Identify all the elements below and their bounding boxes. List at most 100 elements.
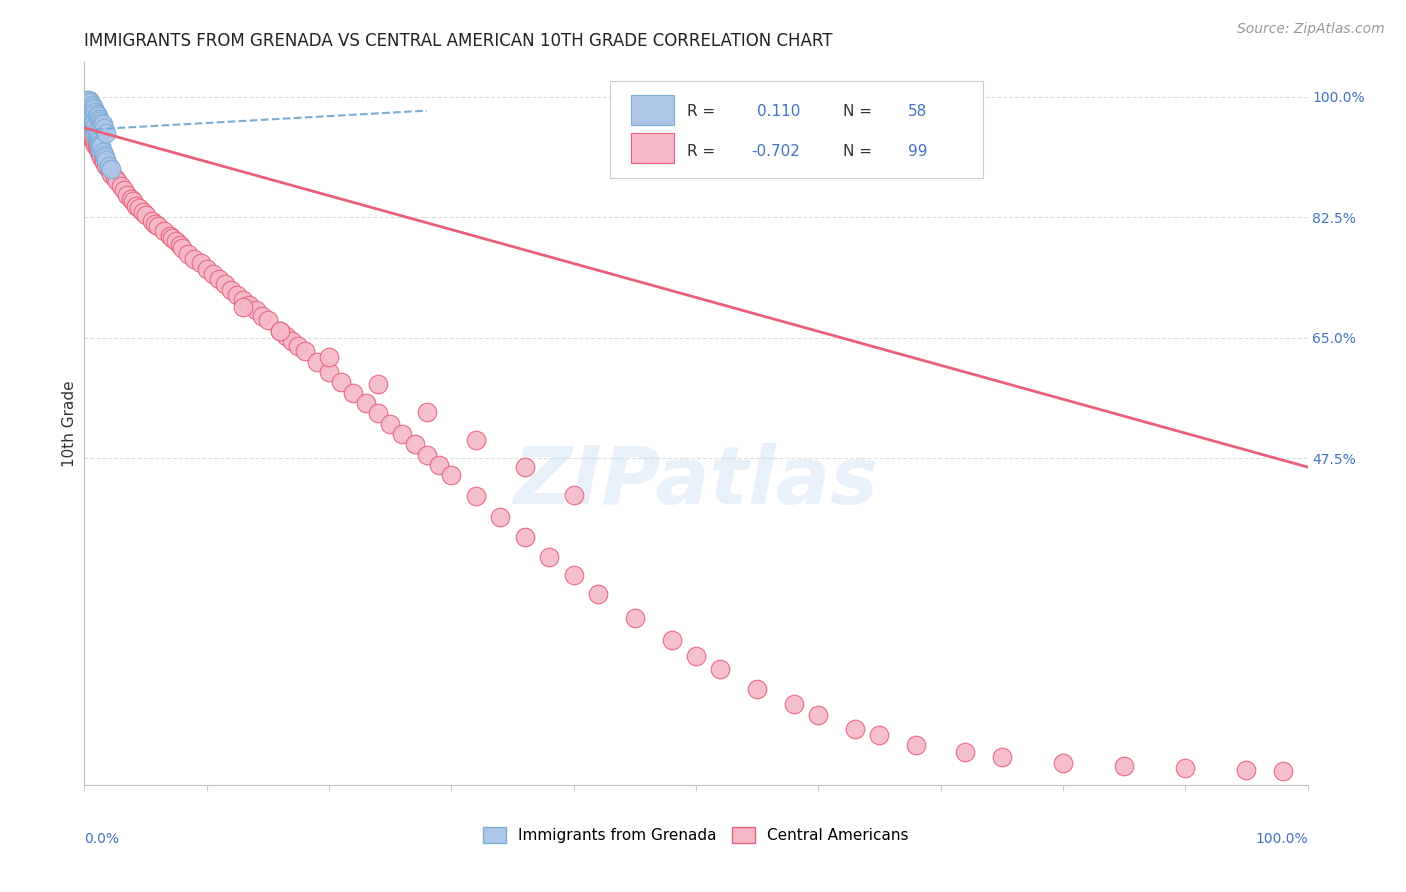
Point [257, 313, 280, 327]
Point [1174, 761, 1197, 775]
Point [172, 241, 194, 255]
Y-axis label: 10th Grade: 10th Grade [62, 380, 77, 467]
Point [281, 334, 304, 348]
Point [953, 745, 976, 759]
Point [190, 256, 212, 270]
Point [709, 662, 731, 676]
Point [342, 385, 364, 400]
Point [84, 123, 107, 137]
Point [82, 116, 104, 130]
FancyBboxPatch shape [631, 95, 673, 125]
Point [93, 147, 115, 161]
Point [77, 98, 100, 112]
Point [90, 116, 112, 130]
Point [89, 138, 111, 153]
Point [287, 339, 309, 353]
Text: 99: 99 [908, 144, 927, 159]
Point [90, 119, 112, 133]
Point [76, 93, 98, 107]
Point [90, 150, 112, 164]
Point [214, 277, 236, 291]
Point [294, 344, 316, 359]
Point [91, 153, 114, 168]
Point [83, 135, 105, 149]
Point [159, 228, 181, 243]
Point [416, 405, 439, 419]
Text: Source: ZipAtlas.com: Source: ZipAtlas.com [1237, 22, 1385, 37]
Point [538, 549, 561, 564]
Point [128, 202, 150, 216]
Point [115, 187, 138, 202]
Point [269, 324, 291, 338]
Point [269, 324, 291, 338]
Point [276, 329, 298, 343]
Point [100, 162, 122, 177]
Point [226, 288, 249, 302]
Legend: Immigrants from Grenada, Central Americans: Immigrants from Grenada, Central America… [477, 822, 915, 849]
Point [747, 681, 769, 696]
Point [82, 132, 104, 146]
Point [77, 96, 100, 111]
Point [165, 235, 187, 249]
Point [318, 350, 340, 364]
Point [84, 119, 107, 133]
Point [82, 109, 104, 123]
Point [83, 114, 105, 128]
Point [93, 155, 115, 169]
Point [464, 489, 486, 503]
Point [83, 117, 105, 131]
Point [86, 135, 108, 149]
Point [125, 198, 148, 212]
Point [685, 648, 707, 663]
Point [991, 750, 1014, 764]
Point [513, 460, 536, 475]
Point [513, 530, 536, 544]
Point [112, 183, 135, 197]
Point [146, 219, 169, 234]
Point [87, 112, 110, 126]
Point [82, 100, 104, 114]
Point [783, 697, 806, 711]
Text: IMMIGRANTS FROM GRENADA VS CENTRAL AMERICAN 10TH GRADE CORRELATION CHART: IMMIGRANTS FROM GRENADA VS CENTRAL AMERI… [84, 32, 832, 50]
Point [232, 300, 254, 314]
Text: N =: N = [842, 144, 876, 159]
Point [80, 114, 103, 128]
Point [93, 120, 115, 135]
Point [82, 112, 104, 126]
Point [391, 427, 413, 442]
Point [77, 102, 100, 116]
Point [183, 252, 205, 266]
Point [624, 611, 647, 625]
Text: 100.0%: 100.0% [1256, 832, 1308, 846]
Point [86, 139, 108, 153]
Point [84, 105, 107, 120]
Point [489, 509, 512, 524]
Text: R =: R = [688, 144, 720, 159]
Point [79, 107, 101, 121]
Point [80, 111, 103, 125]
Point [105, 174, 128, 188]
FancyBboxPatch shape [631, 133, 673, 163]
Point [86, 128, 108, 142]
Point [120, 192, 142, 206]
Text: ZIPatlas: ZIPatlas [513, 442, 879, 521]
Point [169, 237, 191, 252]
FancyBboxPatch shape [610, 80, 983, 178]
Point [100, 167, 122, 181]
Point [89, 114, 111, 128]
Point [77, 124, 100, 138]
Point [94, 150, 117, 164]
Point [79, 103, 101, 118]
Text: 58: 58 [908, 104, 927, 119]
Point [79, 128, 101, 142]
Point [83, 102, 105, 116]
Point [96, 153, 118, 168]
Point [318, 365, 340, 379]
Point [844, 722, 866, 736]
Point [87, 141, 110, 155]
Point [177, 246, 200, 260]
Point [905, 738, 928, 752]
Point [97, 159, 120, 173]
Point [238, 298, 260, 312]
Point [162, 231, 184, 245]
